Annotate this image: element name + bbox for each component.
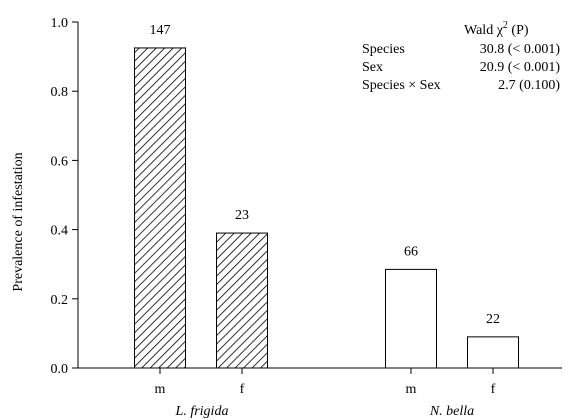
bar-l-frigida-f (216, 232, 268, 369)
y-axis-label: Prevalence of infestation (11, 152, 26, 291)
y-tick-label: 0.0 (51, 362, 69, 377)
group-label: N. bella (429, 404, 474, 419)
bar-count-label: 22 (486, 312, 500, 327)
stats-value: 30.8 (< 0.001) (480, 42, 561, 57)
bar-l-frigida-m (134, 47, 186, 369)
labels: 147 m 23 f L. frigida 66 m 22 f N. bella (150, 23, 501, 419)
stats-header: Wald χ2 (P) (464, 20, 529, 38)
stats-value: 20.9 (< 0.001) (480, 60, 561, 75)
group-label: L. frigida (175, 404, 229, 419)
bar-count-label: 66 (404, 244, 418, 259)
y-tick-label: 0.6 (51, 154, 69, 169)
x-tick-label: f (491, 382, 496, 397)
bar-count-label: 147 (150, 23, 171, 38)
stats-table: Wald χ2 (P) Species 30.8 (< 0.001) Sex 20.9 … (362, 20, 560, 93)
bar-count-label: 23 (235, 208, 249, 223)
bar-n-bella-f (467, 336, 519, 369)
y-tick-label: 0.8 (51, 85, 69, 100)
x-tick-label: m (155, 382, 166, 397)
stats-term: Species (362, 42, 405, 57)
bar-n-bella-m (385, 268, 437, 369)
bars (134, 47, 519, 369)
x-tick-label: f (240, 382, 245, 397)
stats-term: Sex (362, 60, 383, 75)
y-tick-label: 0.4 (51, 224, 69, 239)
stats-term: Species × Sex (362, 78, 441, 93)
x-tick-label: m (406, 382, 417, 397)
stats-value: 2.7 (0.100) (498, 78, 560, 93)
y-tick-label: 1.0 (51, 16, 69, 31)
y-tick-label: 0.2 (51, 293, 69, 308)
